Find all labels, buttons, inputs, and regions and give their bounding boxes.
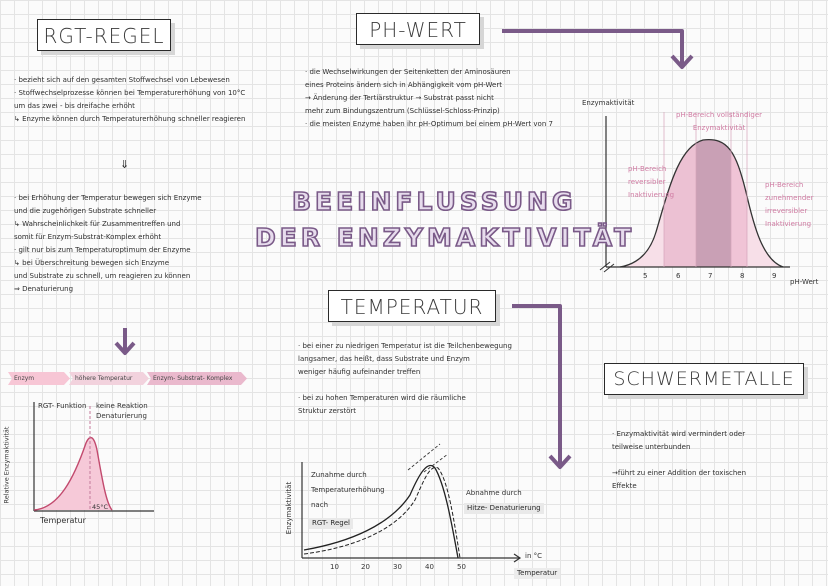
rgt-graph-label-rgt: RGT- Funktion [38,402,87,410]
ph-title: PH-WERT [356,13,480,45]
rgt-line: · Stoffwechselprozesse können bei Temper… [14,89,246,97]
rgt-line: ↳ Wahrscheinlichkeit für Zusammentreffen… [14,220,181,228]
rgt-notes-2: · bei Erhöhung der Temperatur bewegen si… [14,192,202,296]
ph-tick-6: 6 [676,272,681,280]
ph-graph-ylabel: Enzymaktivität [582,99,635,107]
schwer-notes: · Enzymaktivität wird vermindert oder te… [612,428,746,493]
temp-label-rgt: RGT- Regel [309,518,353,529]
ph-notes: · die Wechselwirkungen der Seitenketten … [305,66,553,131]
schwer-line: Effekte [612,482,637,490]
rgt-line: und die zugehörigen Substrate schneller [14,207,157,215]
main-title-line-1: BEEINFLUSSUNG [291,186,577,217]
temp-tick-30: 30 [393,563,402,571]
schwer-line: teilweise unterbunden [612,443,691,451]
schwer-line: · Enzymaktivität wird vermindert oder [612,430,746,438]
rgt-graph-opt: 45°C [92,503,109,511]
temp-label-hitze: Hitze- Denaturierung [464,503,544,514]
temp-line: weniger häufig aufeinander treffen [298,368,421,376]
ph-graph [599,112,790,273]
temp-line: langsamer, das heißt, dass Substrate und… [298,355,470,363]
ph-label-right: pH-Bereich zunehmender irreversibler Ina… [765,181,814,228]
ph-tick-9: 9 [772,272,777,280]
temp-label-abnahme: Abnahme durch [466,489,522,497]
rgt-line: um das zwei - bis dreifache erhöht [14,102,135,110]
ph-line: · die Wechselwirkungen der Seitenketten … [305,68,511,76]
schwer-title: SCHWERMETALLE [604,363,804,395]
rgt-graph-ylabel: Relative Enzymaktivität [2,426,11,504]
rgt-line: · bei Erhöhung der Temperatur bewegen si… [14,194,202,202]
schwer-line [612,454,746,467]
rgt-title: RGT-REGEL [37,19,171,51]
temp-line [298,379,512,392]
rgt-notes: · bezieht sich auf den gesamten Stoffwec… [14,74,245,126]
temp-tick-50: 50 [457,563,466,571]
temp-line: · bei einer zu niedrigen Temperatur ist … [298,342,512,350]
temp-label-zunahme: Zunahme durch Temperaturerhöhung nach [311,471,385,509]
temp-notes: · bei einer zu niedrigen Temperatur ist … [298,340,512,418]
corner-arrow-icon [512,304,572,469]
ph-label-top: pH-Bereich vollständiger Enzymaktivität [676,111,763,132]
tag-enzym: Enzym [8,372,70,385]
rgt-line: somit für Enzym-Substrat-Komplex erhöht [14,233,162,241]
rgt-line: ↳ bei Überschreitung bewegen sich Enzyme [14,259,170,267]
rgt-graph-xlabel: Temperatur [40,516,86,525]
ph-label-left: pH-Bereich reversibler Inaktivierung [628,165,675,199]
down-arrow-icon [114,328,136,355]
corner-arrow-icon [502,29,694,69]
main-title-line-2: DER ENZYMAKTIVITÄT [254,222,636,253]
tag-hoehere-temperatur: höhere Temperatur [69,372,149,385]
ph-line: → Änderung der Tertiärstruktur → Substra… [305,94,494,102]
temp-title: TEMPERATUR [328,290,496,322]
rgt-graph [33,402,154,512]
rgt-line: ⇒ Denaturierung [14,285,74,293]
ph-tick-5: 5 [643,272,648,280]
temp-tick-10: 10 [330,563,339,571]
temp-graph-ylabel: Enzymaktivität [285,481,294,535]
temp-graph [301,443,522,563]
temp-tick-20: 20 [361,563,370,571]
temp-graph-xlabel: Temperatur [514,568,561,579]
temp-graph-unit: in °C [525,552,542,560]
ph-tick-8: 8 [740,272,745,280]
rgt-line: · bezieht sich auf den gesamten Stoffwec… [14,76,230,84]
temp-line: Struktur zerstört [298,407,356,415]
ph-graph-xlabel: pH-Wert [790,278,819,286]
schwer-line: →führt zu einer Addition der toxischen [612,469,747,477]
rgt-line: ↳ Enzyme können durch Temperaturerhöhung… [14,115,246,123]
ph-line: · die meisten Enzyme haben ihr pH-Optimu… [305,120,553,128]
rgt-line: und Substrate zu schnell, um reagieren z… [14,272,191,280]
rgt-double-arrow: ⇓ [120,158,130,171]
temp-tick-40: 40 [425,563,434,571]
temp-line: · bei zu hohen Temperaturen wird die räu… [298,394,466,402]
ph-tick-7: 7 [708,272,713,280]
ph-line: eines Proteins ändern sich in Abhängigke… [305,81,502,89]
ph-line: mehr zum Bindungszentrum (Schlüssel-Schl… [305,107,500,115]
rgt-line: · gilt nur bis zum Temperaturoptimum der… [14,246,191,254]
tag-enzym-substrat-komplex: Enzym- Substrat- Komplex [147,372,247,385]
rgt-graph-label-denat: keine Reaktion Denaturierung [96,402,148,420]
